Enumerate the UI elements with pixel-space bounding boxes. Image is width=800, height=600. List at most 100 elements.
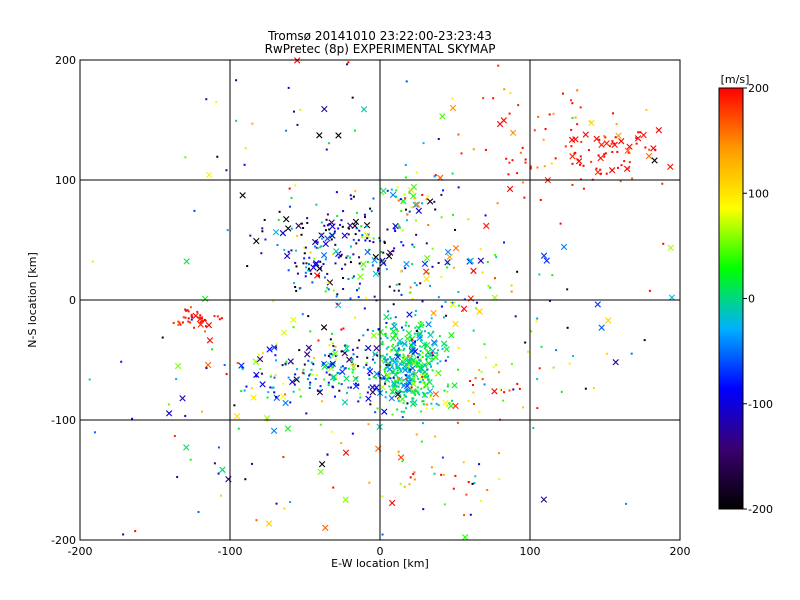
colorbar-ticks: 200 100 0 -100 -200 [743,82,773,516]
scatter-point [469,380,472,383]
scatter-point [384,382,387,385]
scatter-point [451,97,454,100]
scatter-point [340,267,343,270]
scatter-point [315,203,318,206]
scatter-point [411,263,414,266]
scatter-point [508,112,511,115]
scatter-point [409,358,412,361]
scatter-point [408,210,411,213]
scatter-point-x [383,313,390,321]
scatter-point [416,356,419,359]
scatter-point-x [233,413,241,420]
scatter-point [275,502,278,505]
scatter-point-x [357,273,364,280]
scatter-point [425,354,428,357]
scatter-point [435,352,438,355]
scatter-point [395,195,398,198]
scatter-point [243,389,246,392]
scatter-point [648,148,651,151]
scatter-point [404,208,407,211]
scatter-point-x [342,449,350,456]
scatter-point-x [416,330,424,337]
scatter-point-x [280,329,288,336]
scatter-point-x [461,534,469,541]
scatter-point [397,377,400,380]
scatter-point [326,213,329,216]
scatter-point [181,321,184,324]
scatter-point [332,345,335,348]
scatter-point [411,243,414,246]
scatter-point-x [448,331,455,339]
scatter-point-x [316,389,324,396]
scatter-point [327,384,330,387]
scatter-point [307,315,310,318]
scatter-point [419,339,422,342]
scatter-point-x [316,132,323,139]
scatter-point [413,342,416,345]
scatter-point [134,530,137,533]
scatter-point-x [383,372,391,379]
scatter-point [419,380,422,383]
scatter-point [333,395,336,398]
scatter-point [582,187,585,190]
scatter-point [376,354,379,357]
scatter-point [322,362,325,365]
scatter-point-x [289,378,296,386]
scatter-point-x [318,461,326,468]
scatter-point [433,472,436,475]
scatter-point [367,367,370,370]
scatter-point-x [283,216,290,223]
scatter-point [405,363,408,366]
scatter-point [358,262,361,265]
scatter-point [605,172,608,175]
scatter-point [580,140,583,143]
scatter-point [223,363,226,366]
scatter-point [394,380,397,383]
scatter-point [372,376,375,379]
scatter-point [374,376,377,379]
scatter-point [349,297,352,300]
scatter-point [192,326,195,329]
scatter-point [294,373,297,376]
scatter-point [519,151,522,154]
scatter-point [396,349,399,352]
scatter-point [413,340,416,343]
scatter-point [244,147,247,150]
scatter-point [401,200,404,203]
scatter-point [505,157,508,160]
scatter-point [400,342,403,345]
scatter-point [251,122,254,125]
scatter-point [524,161,527,164]
scatter-point [307,359,310,362]
scatter-point [303,252,306,255]
scatter-point [177,320,180,323]
scatter-point [420,364,423,367]
scatter-point [413,360,416,363]
scatter-point [454,474,457,477]
x-axis-ticks: -200 -100 0 100 200 [68,545,691,558]
scatter-point-x [491,388,498,395]
scatter-point [369,403,372,406]
scatter-point [434,208,437,211]
scatter-point [616,150,619,153]
scatter-point [366,328,369,331]
scatter-point [396,360,399,363]
scatter-point [560,390,563,393]
scatter-point [503,391,506,394]
scatter-point [261,230,264,233]
scatter-point [425,349,428,352]
scatter-point [347,367,350,370]
scatter-point-x [253,371,260,379]
scatter-point [300,233,303,236]
scatter-point [542,138,545,141]
scatter-point [326,453,329,456]
scatter-point [246,265,249,268]
scatter-point [394,316,397,319]
scatter-point [364,296,367,299]
scatter-point [360,225,363,228]
scatter-point [385,347,388,350]
scatter-point [404,390,407,393]
scatter-point [369,207,372,210]
scatter-point [514,315,517,318]
scatter-point [391,391,394,394]
